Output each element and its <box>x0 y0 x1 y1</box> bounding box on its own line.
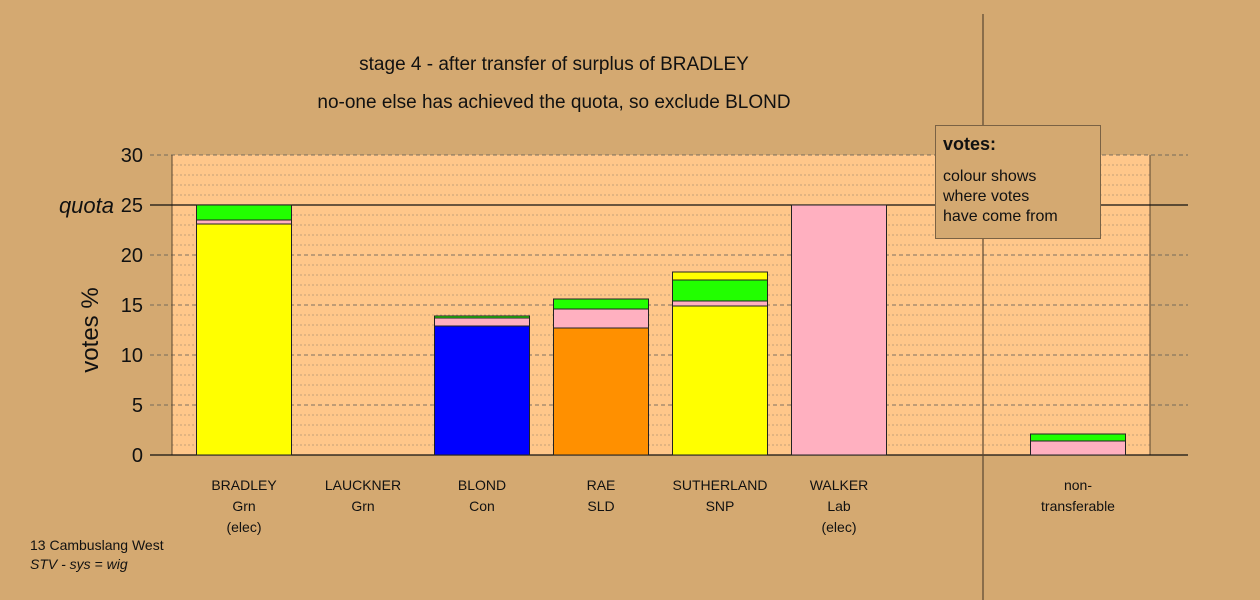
x-tick-label: Con <box>469 498 495 514</box>
bar-segment <box>672 300 768 307</box>
x-tick-label: (elec) <box>226 519 261 535</box>
x-tick-label: SLD <box>587 498 614 514</box>
chart-title-line1: stage 4 - after transfer of surplus of B… <box>359 54 749 75</box>
x-tick-label: Grn <box>351 498 374 514</box>
y-axis: 0 5 10 15 20 25 30 <box>121 145 143 467</box>
legend-title: votes: <box>943 134 997 154</box>
bar-segment <box>791 204 887 456</box>
bar-segment <box>672 305 768 456</box>
bar-segment <box>553 308 649 329</box>
x-tick-label: BLOND <box>458 477 506 493</box>
bar-segment <box>1030 433 1126 442</box>
legend-line-2: where votes <box>943 188 1030 205</box>
x-tick-label: LAUCKNER <box>325 477 401 493</box>
bar-segment <box>672 271 768 281</box>
ward-name: 13 Cambuslang West <box>30 537 164 553</box>
x-axis-labels: BRADLEY Grn (elec) LAUCKNER Grn BLOND Con RAE SL… <box>211 477 1115 535</box>
x-tick-label: SUTHERLAND <box>673 477 768 493</box>
legend-box: votes: colour shows where votes have com… <box>935 125 1101 239</box>
bar-segment <box>1030 440 1126 456</box>
legend-line-1: colour shows <box>943 168 1037 185</box>
x-tick-label: RAE <box>587 477 616 493</box>
legend-line-3: have come from <box>943 208 1058 225</box>
x-tick-label: WALKER <box>810 477 869 493</box>
x-tick-label: BRADLEY <box>211 477 277 493</box>
x-tick-label: Grn <box>232 498 255 514</box>
y-axis-label: votes % <box>77 287 104 372</box>
bar-segment <box>434 317 530 327</box>
y-tick-label: 20 <box>121 245 143 267</box>
x-tick-label: non- <box>1064 477 1092 493</box>
x-tick-label: Lab <box>827 498 851 514</box>
bar-segment <box>672 279 768 302</box>
bar-segment <box>553 298 649 310</box>
x-tick-label: SNP <box>706 498 735 514</box>
y-tick-label: 15 <box>121 295 143 317</box>
chart-title-line2: no-one else has achieved the quota, so e… <box>317 92 791 113</box>
y-tick-label: 10 <box>121 345 143 367</box>
x-tick-label: transferable <box>1041 498 1115 514</box>
y-tick-label: 5 <box>132 395 143 417</box>
bar-segment <box>196 219 292 225</box>
bar-segment <box>434 315 530 319</box>
system-note: STV - sys = wig <box>30 556 128 572</box>
y-tick-label: 0 <box>132 445 143 467</box>
x-tick-label: (elec) <box>821 519 856 535</box>
quota-label: quota <box>59 193 114 218</box>
y-tick-label: 25 <box>121 195 143 217</box>
bar-segment <box>196 204 292 221</box>
bar-segment <box>196 223 292 456</box>
bar-segment <box>553 327 649 456</box>
bars <box>196 204 1126 456</box>
y-tick-label: 30 <box>121 145 143 167</box>
bar-segment <box>434 325 530 456</box>
